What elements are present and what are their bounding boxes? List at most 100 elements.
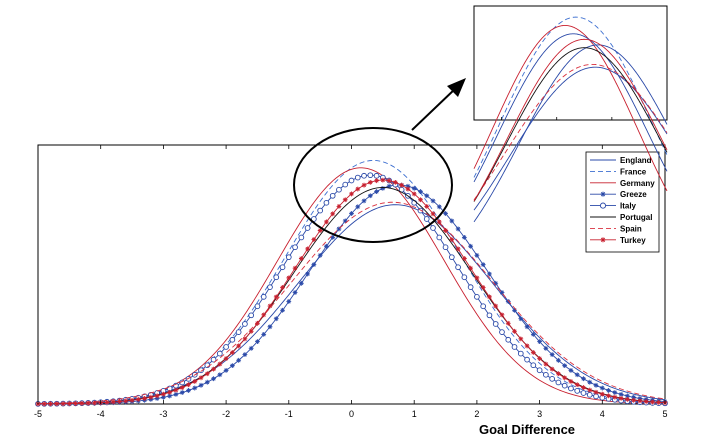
main-italy-marker-circle: [474, 294, 480, 300]
main-turkey-marker-star: [123, 398, 129, 404]
inset-series-portugal: [473, 47, 668, 202]
main-italy-marker-circle: [260, 294, 267, 300]
main-italy-marker-circle: [248, 312, 255, 319]
main-greeze-marker-star: [512, 307, 517, 313]
main-turkey-marker-star: [60, 401, 66, 407]
main-italy-marker-circle: [423, 216, 430, 222]
main-italy-marker-circle: [367, 172, 374, 179]
main-turkey-marker-star: [135, 396, 141, 402]
main-turkey-marker-star: [424, 204, 430, 209]
main-turkey-marker-star: [342, 197, 348, 203]
main-italy-marker-circle: [267, 284, 273, 291]
legend-label-germany: Germany: [620, 179, 655, 188]
main-turkey-marker-star: [305, 246, 311, 252]
main-turkey-marker-star: [79, 400, 85, 406]
main-italy-marker-circle: [210, 356, 217, 363]
main-greeze-marker-star: [261, 331, 267, 337]
main-turkey-marker-star: [587, 387, 593, 393]
main-greeze-marker-star: [361, 198, 367, 204]
main-greeze-marker-star: [562, 363, 568, 369]
main-greeze-marker-star: [524, 324, 530, 330]
main-turkey-marker-star: [292, 265, 298, 271]
main-curves: [35, 159, 668, 407]
legend-label-spain: Spain: [620, 224, 642, 233]
main-greeze-marker-star: [543, 345, 549, 351]
main-greeze-marker-star: [217, 372, 223, 378]
main-italy-marker-circle: [216, 350, 223, 357]
main-italy-marker-circle: [486, 312, 493, 319]
main-turkey-marker-star: [430, 211, 436, 217]
main-turkey-marker-star: [449, 237, 455, 242]
main-greeze-marker-star: [405, 183, 411, 189]
main-turkey-marker-star: [361, 182, 367, 188]
main-turkey-marker-star: [117, 399, 122, 404]
main-turkey-marker-star: [656, 399, 662, 405]
main-turkey-marker-star: [386, 178, 392, 184]
legend-box: [585, 151, 660, 253]
main-greeze-marker-star: [455, 226, 461, 232]
main-turkey-marker-star: [186, 382, 191, 388]
main-greeze-marker-star: [581, 376, 586, 382]
main-greeze-marker-star: [568, 368, 574, 373]
main-turkey-marker-star: [650, 399, 655, 405]
main-turkey-marker-star: [85, 400, 91, 406]
main-greeze-marker-star: [367, 193, 373, 199]
main-turkey-marker-star: [468, 265, 474, 271]
main-greeze-marker-star: [612, 390, 618, 395]
main-turkey-marker-star: [48, 401, 53, 407]
main-turkey-marker-star: [104, 399, 110, 405]
zoom-highlight-ellipse: [293, 127, 453, 243]
main-turkey-marker-star: [631, 397, 637, 403]
main-greeze-marker-star: [493, 280, 499, 286]
main-turkey-marker-star: [66, 401, 72, 407]
main-greeze-marker-star: [537, 339, 542, 344]
main-italy-marker-circle: [304, 225, 311, 231]
main-greeze-marker-star: [336, 226, 342, 232]
main-turkey-marker-star: [173, 387, 179, 393]
main-greeze-marker-star: [443, 211, 448, 216]
main-italy-marker-circle: [235, 329, 242, 335]
inset-area: [473, 5, 668, 121]
main-turkey-marker-star: [599, 391, 605, 397]
main-turkey-marker-star: [524, 343, 530, 349]
main-turkey-marker-star: [411, 191, 417, 197]
main-italy-marker-circle: [580, 390, 587, 396]
main-italy-marker-circle: [467, 284, 474, 291]
main-greeze-marker-star: [255, 339, 260, 344]
main-italy-marker-circle: [361, 172, 367, 179]
main-turkey-marker-star: [581, 385, 586, 390]
main-greeze-marker-star: [436, 204, 442, 210]
main-italy-marker-circle: [223, 344, 229, 350]
main-greeze-marker-star: [154, 396, 160, 401]
main-turkey-marker-star: [612, 394, 618, 400]
main-greeze-marker-star: [599, 385, 605, 391]
zoom-arrow-line: [411, 87, 457, 131]
main-italy-marker-circle: [292, 244, 298, 251]
main-turkey-marker-star: [167, 389, 173, 395]
main-greeze-marker-star: [606, 388, 611, 393]
main-greeze-marker-star: [355, 204, 361, 210]
main-turkey-marker-star: [311, 237, 317, 242]
main-turkey-marker-star: [537, 356, 542, 361]
main-turkey-marker-star: [192, 379, 198, 384]
main-turkey-marker-star: [261, 312, 267, 318]
main-turkey-marker-star: [223, 356, 229, 361]
main-turkey-marker-star: [556, 371, 561, 377]
main-greeze-marker-star: [324, 243, 329, 249]
main-italy-marker-circle: [285, 254, 292, 261]
main-greeze-marker-star: [593, 382, 599, 388]
main-italy-marker-circle: [317, 207, 324, 214]
main-turkey-marker-star: [129, 397, 135, 403]
main-turkey-marker-star: [593, 389, 599, 395]
main-turkey-marker-star: [324, 219, 329, 225]
plot-area: [37, 144, 666, 405]
main-turkey-marker-star: [374, 178, 379, 184]
main-turkey-marker-star: [286, 275, 292, 281]
main-italy-marker-circle: [373, 172, 380, 179]
inset-series-turkey: [473, 38, 668, 202]
inset-series-france: [473, 16, 668, 178]
main-italy-marker-circle: [198, 367, 204, 374]
main-greeze-marker-star: [430, 198, 436, 204]
x-tick-label: 4: [600, 409, 605, 419]
